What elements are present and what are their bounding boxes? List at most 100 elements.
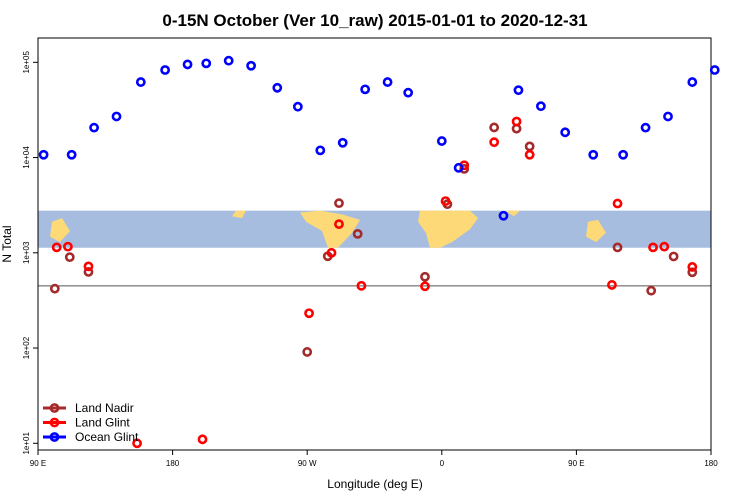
series-land-glint <box>51 116 698 449</box>
data-point <box>489 122 500 133</box>
y-tick-label: 1e+05 <box>22 51 31 74</box>
land-shape <box>418 210 478 248</box>
data-point <box>663 111 673 122</box>
land-shape <box>50 218 70 243</box>
data-point <box>607 280 617 290</box>
data-point <box>687 262 698 272</box>
data-point <box>640 122 651 133</box>
data-point <box>326 247 337 258</box>
legend-item: Ocean Glint <box>43 430 139 444</box>
x-tick-label: 180 <box>166 459 180 468</box>
x-tick-label: 180 <box>704 459 718 468</box>
data-point <box>513 85 524 96</box>
legend-item: Land Glint <box>43 416 130 430</box>
data-point <box>382 77 393 87</box>
legend-label: Land Nadir <box>75 401 134 415</box>
data-point <box>459 164 470 174</box>
series-land-nadir <box>49 122 698 357</box>
data-point <box>66 149 77 160</box>
data-point <box>453 162 464 173</box>
data-point <box>302 347 313 357</box>
data-point <box>63 241 73 252</box>
data-point <box>360 84 371 95</box>
data-point <box>304 308 314 319</box>
data-point <box>83 267 94 277</box>
data-point <box>524 149 535 160</box>
data-point <box>352 228 363 239</box>
y-axis-label: N Total <box>0 225 14 262</box>
data-point <box>292 101 303 112</box>
data-point <box>83 261 94 272</box>
data-point <box>709 65 720 75</box>
data-point <box>420 271 430 282</box>
data-point <box>588 149 599 160</box>
y-axis: 1e+01 1e+02 1e+03 1e+04 1e+05 <box>22 51 38 455</box>
data-point <box>489 137 500 148</box>
data-point <box>535 101 546 112</box>
data-point <box>440 196 451 206</box>
legend-marker <box>49 417 60 428</box>
plot-area: 90 E 180 90 W 0 90 E 180 1e+01 1e+02 1e+03 1e+04… <box>22 37 720 468</box>
data-point <box>687 77 698 87</box>
data-point <box>51 242 62 253</box>
data-point <box>89 122 99 133</box>
data-points <box>38 55 720 449</box>
data-point <box>160 65 171 75</box>
data-point <box>135 77 146 87</box>
land-shape <box>586 219 606 243</box>
data-point <box>272 82 283 93</box>
data-point <box>64 252 75 263</box>
data-point <box>612 198 623 209</box>
data-point <box>646 285 657 296</box>
x-tick-label: 0 <box>440 459 445 468</box>
data-point <box>560 127 571 138</box>
data-point <box>618 149 629 160</box>
world-map-band <box>38 210 711 248</box>
data-point <box>687 267 698 278</box>
chart-title: 0-15N October (Ver 10_raw) 2015-01-01 to… <box>162 11 587 30</box>
x-axis-label: Longitude (deg E) <box>327 477 422 491</box>
legend-item: Land Nadir <box>43 401 134 415</box>
x-tick-label: 90 E <box>30 459 46 468</box>
y-tick-label: 1e+03 <box>22 241 31 264</box>
legend-marker <box>49 403 60 413</box>
land-shape <box>505 210 520 217</box>
data-point <box>668 251 679 262</box>
data-point <box>334 198 344 209</box>
series-ocean-glint <box>38 55 720 221</box>
data-point <box>420 281 430 292</box>
data-point <box>182 59 193 70</box>
data-point <box>334 219 344 230</box>
data-point <box>315 145 326 156</box>
plot-frame <box>37 37 712 451</box>
data-point <box>246 60 257 71</box>
data-point <box>111 111 122 122</box>
data-point <box>356 280 367 291</box>
data-point <box>498 210 509 221</box>
data-point <box>436 136 447 146</box>
legend-label: Land Glint <box>75 416 130 430</box>
data-point <box>49 283 60 294</box>
data-point <box>223 55 234 66</box>
y-tick-label: 1e+04 <box>22 146 31 169</box>
data-point <box>524 141 535 152</box>
data-point <box>403 87 414 98</box>
legend-marker <box>49 432 60 442</box>
land-shape <box>300 210 360 248</box>
data-point <box>132 438 142 449</box>
x-tick-label: 90 E <box>568 459 584 468</box>
x-axis: 90 E 180 90 W 0 90 E 180 <box>30 450 718 468</box>
data-point <box>201 58 212 69</box>
y-tick-label: 1e+01 <box>22 431 31 454</box>
data-point <box>612 242 623 253</box>
data-point <box>659 241 670 252</box>
y-tick-label: 1e+02 <box>22 336 31 359</box>
data-point <box>648 242 658 253</box>
land-shape <box>232 210 246 219</box>
data-point <box>197 434 208 445</box>
data-point <box>337 137 348 148</box>
data-point <box>38 149 49 160</box>
data-point <box>511 116 522 127</box>
